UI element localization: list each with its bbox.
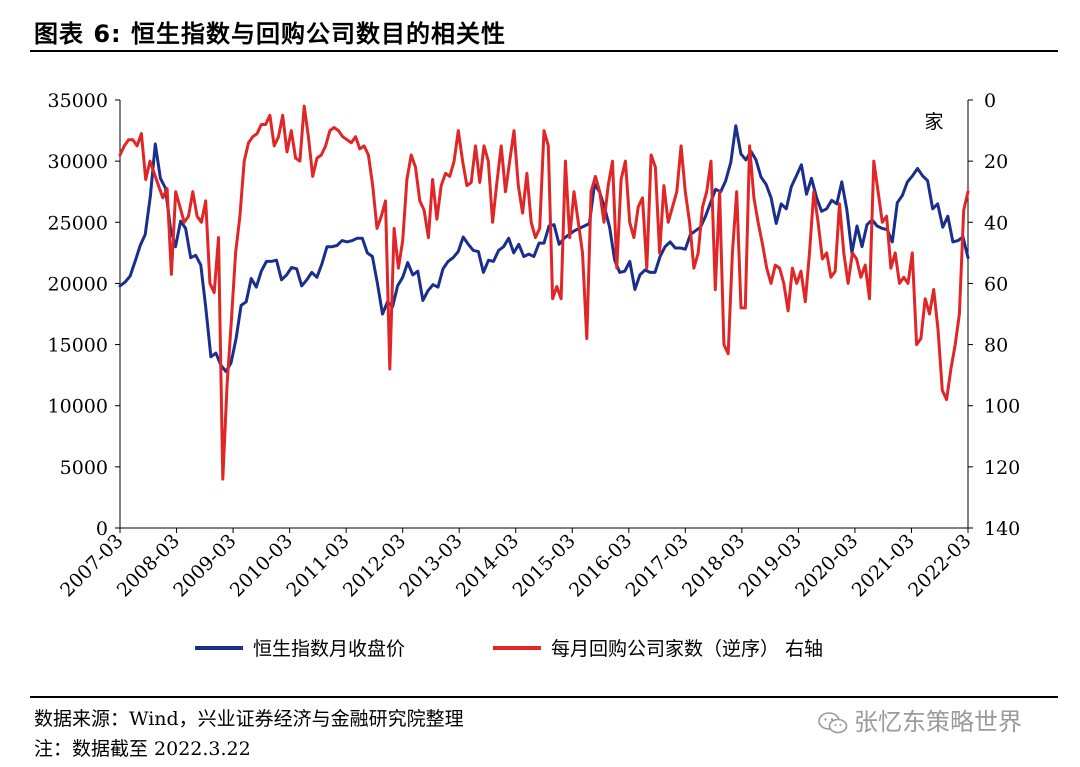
- watermark-text: 张忆东策略世界: [854, 708, 1022, 736]
- left-tick-label: 35000: [48, 90, 108, 112]
- right-tick-label: 140: [984, 518, 1020, 540]
- note-text: 注：数据截至 2022.3.22: [34, 738, 251, 760]
- left-tick-label: 5000: [60, 457, 108, 479]
- right-tick-label: 60: [984, 273, 1008, 295]
- right-tick-label: 40: [984, 212, 1008, 234]
- right-tick-label: 100: [984, 396, 1020, 418]
- title-rule: [30, 50, 1058, 52]
- left-tick-label: 0: [96, 518, 108, 540]
- legend-label-buyback: 每月回购公司家数（逆序） 右轴: [551, 638, 823, 660]
- left-tick-label: 30000: [48, 151, 108, 173]
- watermark: 张忆东策略世界: [818, 702, 1022, 737]
- figure-title: 图表 6: 恒生指数与回购公司数目的相关性: [34, 20, 507, 48]
- chart-area: 0 5000 10000 15000 20000 25000 30000 35000 0 20 40…: [48, 90, 1021, 660]
- left-tick-label: 10000: [48, 396, 108, 418]
- right-tick-label: 120: [984, 457, 1020, 479]
- series-line-hsi: [118, 124, 970, 373]
- right-tick-label: 80: [984, 335, 1008, 357]
- x-tick-label: 2022-03: [904, 530, 975, 601]
- right-axis-unit: 家: [924, 111, 943, 133]
- source-rule: [30, 696, 1058, 698]
- left-tick-label: 20000: [48, 273, 108, 295]
- source-text: 数据来源：Wind，兴业证券经济与金融研究院整理: [34, 708, 464, 730]
- chart-legend: 恒生指数月收盘价 每月回购公司家数（逆序） 右轴: [195, 638, 823, 660]
- legend-label-hsi: 恒生指数月收盘价: [253, 638, 405, 660]
- series-line-buyback: [118, 104, 970, 481]
- chart-series: [118, 104, 970, 481]
- right-tick-label: 20: [984, 151, 1008, 173]
- left-tick-label: 15000: [48, 335, 108, 357]
- left-tick-label: 25000: [48, 212, 108, 234]
- right-tick-label: 0: [984, 90, 996, 112]
- wechat-icon: [818, 712, 848, 734]
